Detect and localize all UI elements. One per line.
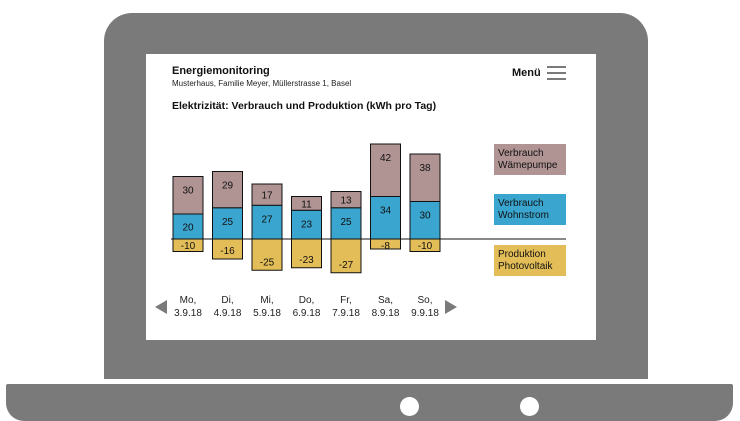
bar-heatpump [370,143,401,197]
bar-heatpump [409,153,441,202]
legend-photovoltaic-swatch [494,245,566,276]
menu-button[interactable]: Menü [512,62,572,84]
data-label-heatpump: 38 [419,163,431,174]
data-label-photovoltaic: -16 [220,246,235,257]
legend-household-label: Verbrauch [498,198,544,209]
legend-household-label: Wohnstrom [498,210,549,221]
triangle-left-icon [155,300,167,314]
legend-photovoltaic-label: Produktion [498,249,546,260]
bar-heatpump [330,191,362,209]
data-label-household: 30 [419,211,431,222]
legend-heatpump-label: Verbrauch [498,148,544,159]
x-axis-day-label: Mi, 5.9.18 [253,295,281,319]
data-label-photovoltaic: -10 [418,241,433,252]
legend-household-swatch [494,194,566,225]
triangle-right-icon [445,300,457,314]
bar-heatpump [291,196,322,211]
indicator-light [520,397,539,416]
x-axis-day-label: Do, 6.9.18 [292,295,321,319]
data-label-household: 25 [222,217,234,228]
bar-household [370,196,401,240]
indicator-light [400,397,419,416]
chart-title: Elektrizität: Verbrauch und Produktion (… [172,100,437,112]
app-subtitle: Musterhaus, Familie Meyer, Müllerstrasse… [172,79,352,88]
x-axis-day-label: So, 9.9.18 [411,295,439,319]
legend-heatpump-swatch [494,144,566,175]
data-label-household: 25 [340,217,352,228]
data-label-photovoltaic: -25 [260,257,275,268]
data-label-household: 20 [182,223,194,234]
legend-photovoltaic-label: Photovoltaik [498,261,553,272]
menu-label: Menü [512,67,541,79]
data-label-heatpump: 13 [340,196,352,207]
bar-heatpump [251,183,283,206]
hamburger-icon [547,66,566,80]
data-label-photovoltaic: -27 [339,260,354,271]
data-label-heatpump: 17 [261,191,273,202]
data-label-heatpump: 42 [380,153,392,164]
bar-heatpump [212,171,243,209]
next-week-button[interactable] [445,300,457,314]
x-axis-day-label: Fr, 7.9.18 [332,295,360,319]
previous-week-button[interactable] [155,300,167,314]
data-label-photovoltaic: -23 [299,255,314,266]
data-label-household: 23 [301,219,313,230]
data-label-heatpump: 11 [301,199,312,210]
app-title: Energiemonitoring [172,65,270,77]
bar-heatpump [172,176,204,215]
data-label-household: 27 [261,214,273,225]
energy-bar-chart: 20 30 -10 25 29 -16 27 17 -25 23 11 -23 25 13 -27 34 42 -… [171,143,566,276]
data-label-photovoltaic: -8 [381,241,390,252]
app-screen: Energiemonitoring Musterhaus, Familie Me… [146,54,596,340]
laptop-base [6,384,733,421]
data-label-household: 34 [380,206,392,217]
bar-photovoltaic [291,238,322,269]
data-label-heatpump: 30 [182,186,194,197]
data-label-photovoltaic: -10 [181,241,196,252]
bar-household [409,201,441,240]
x-axis-day-label: Sa, 8.9.18 [371,295,400,319]
legend-heatpump-label: Wämepumpe [498,160,558,171]
data-label-heatpump: 29 [222,181,234,192]
bar-household [291,209,322,240]
x-axis-day-label: Di, 4.9.18 [213,295,242,319]
x-axis-day-label: Mo, 3.9.18 [174,295,202,319]
